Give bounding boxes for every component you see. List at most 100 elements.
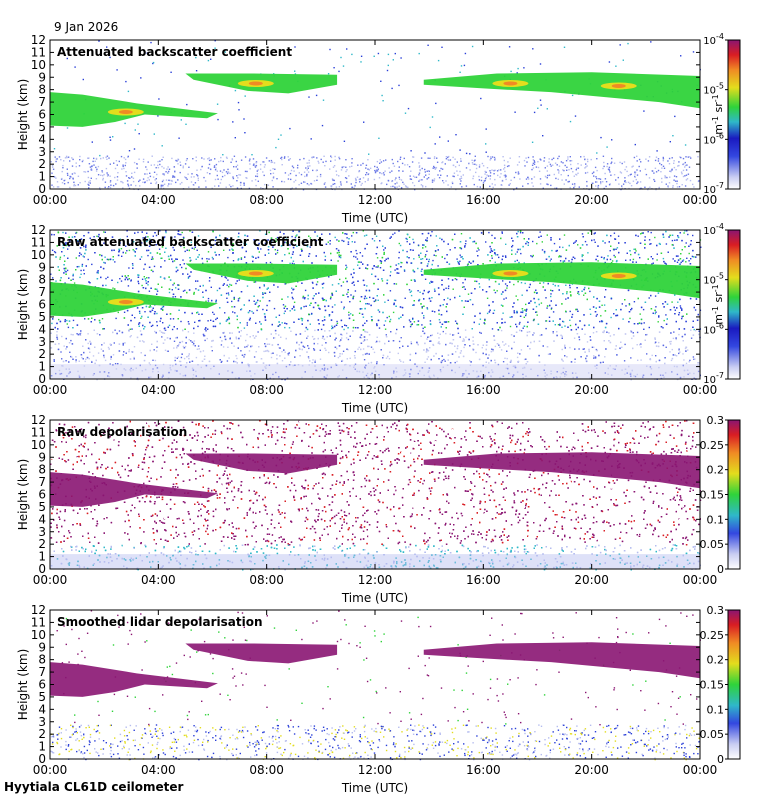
y-tick-label: 3 [38, 335, 46, 349]
noise-field [50, 420, 702, 571]
panel-title: Raw attenuated backscatter coefficient [57, 235, 324, 249]
colorbar-tick-label: 0.2 [707, 464, 725, 477]
colorbar-scale [727, 39, 741, 190]
near-surface-band [50, 364, 700, 379]
panel-title: Smoothed lidar depolarisation [57, 615, 263, 629]
y-tick-label: 7 [38, 665, 46, 679]
y-tick-label: 6 [38, 108, 46, 122]
y-tick-label: 11 [31, 45, 46, 59]
colorbar-unit: m-1 sr-1 [711, 284, 725, 324]
cloud-layers [50, 262, 700, 317]
colorbar-tick-exponent: -7 [716, 371, 724, 380]
y-tick-label: 10 [31, 248, 46, 262]
x-tick-label: 20:00 [574, 573, 609, 587]
y-tick-label: 11 [31, 425, 46, 439]
x-tick-label: 16:00 [466, 193, 501, 207]
cloud-peak-1 [248, 81, 263, 86]
colorbar-tick-label: 10-7 [703, 371, 724, 386]
y-tick-label: 1 [38, 740, 46, 754]
cloud-layers [50, 642, 700, 697]
cirrus-layer-1 [50, 662, 218, 697]
y-tick-label: 8 [38, 463, 46, 477]
colorbar-tick-label: 0.25 [700, 439, 725, 452]
x-tick-label: 16:00 [466, 383, 501, 397]
y-tick-label: 0 [38, 182, 46, 196]
x-tick-label: 00:00 [683, 573, 718, 587]
colorbar-tick-exponent: -5 [716, 82, 724, 91]
cirrus-layer-3 [423, 642, 700, 679]
y-tick-label: 9 [38, 640, 46, 654]
y-tick-label: 9 [38, 260, 46, 274]
y-tick-label: 5 [38, 500, 46, 514]
noise-field [50, 610, 701, 761]
y-tick-label: 2 [38, 537, 46, 551]
cirrus-layer-2 [185, 453, 338, 474]
colorbar-unit: m-1 sr-1 [711, 94, 725, 134]
x-axis-label: Time (UTC) [341, 781, 408, 795]
y-tick-label: 3 [38, 715, 46, 729]
x-tick-label: 20:00 [574, 383, 609, 397]
y-tick-label: 3 [38, 525, 46, 539]
x-tick-label: 08:00 [249, 193, 284, 207]
colorbar-tick-label: 0.05 [700, 728, 725, 741]
y-tick-label: 12 [31, 413, 46, 427]
colorbar-tick-label: 0.2 [707, 654, 725, 667]
colorbar-scale [727, 229, 741, 380]
x-tick-label: 00:00 [683, 193, 718, 207]
y-tick-label: 7 [38, 95, 46, 109]
colorbar-tick-label: 0.25 [700, 629, 725, 642]
cloud-layers [50, 72, 700, 127]
x-axis-label: Time (UTC) [341, 401, 408, 415]
y-tick-label: 1 [38, 550, 46, 564]
x-tick-label: 12:00 [358, 573, 393, 587]
x-tick-label: 04:00 [141, 193, 176, 207]
x-tick-label: 04:00 [141, 383, 176, 397]
y-tick-label: 5 [38, 690, 46, 704]
y-tick-label: 4 [38, 322, 46, 336]
noise-field [50, 230, 702, 381]
x-tick-label: 00:00 [33, 383, 68, 397]
x-tick-label: 16:00 [466, 573, 501, 587]
y-tick-label: 10 [31, 58, 46, 72]
y-tick-label: 5 [38, 310, 46, 324]
y-tick-label: 10 [31, 628, 46, 642]
y-tick-label: 11 [31, 615, 46, 629]
colorbar-tick-exponent: -5 [716, 272, 724, 281]
cloud-peak-2 [503, 81, 518, 86]
y-tick-label: 6 [38, 298, 46, 312]
y-tick-label: 5 [38, 120, 46, 134]
colorbar-tick-label: 0 [717, 753, 724, 766]
cirrus-layer-3 [423, 452, 700, 489]
x-tick-label: 08:00 [249, 573, 284, 587]
date-label: 9 Jan 2026 [54, 20, 119, 34]
y-tick-label: 4 [38, 702, 46, 716]
x-tick-label: 00:00 [33, 573, 68, 587]
colorbar-tick-label: 0.3 [707, 414, 725, 427]
y-axis-label: Height (km) [16, 79, 30, 150]
y-tick-label: 2 [38, 347, 46, 361]
y-tick-label: 6 [38, 678, 46, 692]
colorbar-tick-exponent: -6 [716, 321, 724, 330]
colorbar-tick-label: 0.3 [707, 604, 725, 617]
x-tick-label: 04:00 [141, 763, 176, 777]
panel-title: Attenuated backscatter coefficient [57, 45, 292, 59]
y-tick-label: 0 [38, 752, 46, 766]
y-tick-label: 7 [38, 285, 46, 299]
cirrus-layer-2 [185, 643, 338, 664]
x-tick-label: 12:00 [358, 763, 393, 777]
y-tick-label: 7 [38, 475, 46, 489]
y-tick-label: 0 [38, 372, 46, 386]
y-tick-label: 11 [31, 235, 46, 249]
colorbar-scale [727, 609, 741, 760]
panel-title: Raw depolarisation [57, 425, 187, 439]
y-tick-label: 2 [38, 727, 46, 741]
cloud-peak-3 [611, 273, 626, 278]
cirrus-layer-3 [423, 72, 700, 109]
x-axis-label: Time (UTC) [341, 211, 408, 225]
x-axis-label: Time (UTC) [341, 591, 408, 605]
y-tick-label: 1 [38, 170, 46, 184]
cloud-peak-2 [503, 271, 518, 276]
